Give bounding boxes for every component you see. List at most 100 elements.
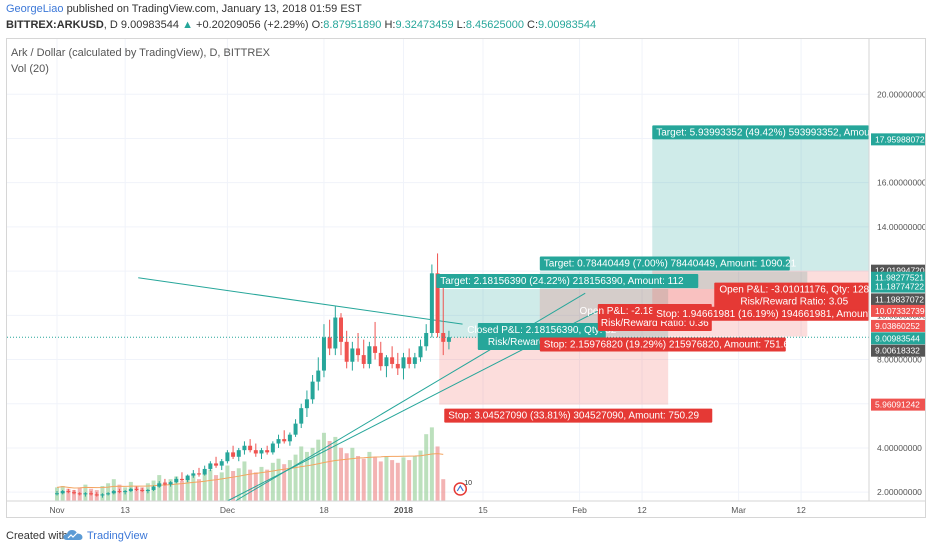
volume-bar [162, 481, 167, 501]
high-value: 9.32473459 [395, 19, 454, 31]
candle-body [140, 489, 145, 492]
tradingview-brand-link[interactable]: TradingView [87, 530, 148, 542]
volume-bar [356, 456, 361, 501]
candle-body [128, 488, 133, 492]
candle-body [356, 348, 361, 356]
chart-header: GeorgeLiao published on TradingView.com,… [0, 0, 932, 36]
volume-bar [344, 453, 349, 501]
price-tag-label: 12.01994720 [875, 266, 925, 276]
volume-bar [401, 457, 406, 501]
price-tag [871, 133, 925, 146]
y-tick-label: 4.00000000 [877, 443, 922, 453]
volume-bar [424, 434, 429, 501]
volume-bar [214, 475, 219, 501]
created-with-text: Created with [6, 530, 68, 542]
tradingview-cloud-icon[interactable] [63, 528, 83, 542]
candle-body [299, 408, 304, 424]
y-tick-label: 2.00000000 [877, 487, 922, 497]
candle-body [242, 445, 247, 451]
candle-body [89, 493, 94, 495]
candle-body [429, 273, 434, 333]
open-value: 8.87951890 [323, 19, 382, 31]
footer: Created with TradingView [0, 520, 932, 550]
candle-body [248, 445, 253, 451]
x-tick-label: 18 [319, 505, 329, 515]
last-price: 9.00983544 [120, 19, 180, 31]
volume-bar [373, 457, 378, 501]
position-1-target-label-box[interactable] [436, 274, 699, 289]
volume-legend[interactable]: Vol (20) [11, 63, 49, 75]
volume-bar [140, 487, 145, 501]
x-tick-label: Nov [49, 505, 65, 515]
symbol-label[interactable]: BITTREX:ARKUSD [6, 19, 104, 31]
price-tag [871, 332, 925, 345]
low-label: L: [456, 19, 466, 31]
price-tag-label: 11.19837072 [875, 294, 924, 304]
position-2-target-label-box[interactable] [539, 256, 790, 271]
volume-bar [418, 450, 423, 501]
candle-body [310, 381, 315, 400]
price-change: +0.20209056 (+2.29%) [196, 19, 309, 31]
y-tick-label: 20.00000000 [877, 89, 926, 99]
trendline-resistance[interactable] [138, 277, 463, 325]
candle-body [66, 491, 71, 493]
x-tick-label: 2018 [394, 505, 413, 515]
candle-body [236, 450, 241, 457]
volume-bar [441, 479, 446, 501]
candle-body [208, 463, 213, 469]
volume-bar [72, 490, 77, 501]
chart-canvas[interactable]: Target: 2.18156390 (24.22%) 218156390, A… [7, 39, 926, 518]
volume-bar [378, 461, 383, 501]
candle-body [219, 461, 224, 466]
series-legend-title[interactable]: Ark / Dollar (calculated by TradingView)… [11, 47, 270, 59]
chart-area[interactable]: Target: 2.18156390 (24.22%) 218156390, A… [6, 38, 926, 518]
candle-body [287, 434, 292, 442]
volume-bar [225, 465, 230, 501]
volume-bar [327, 441, 332, 501]
close-value: 9.00983544 [538, 19, 597, 31]
price-tag-label: 17.95988072 [875, 134, 925, 144]
position-3-pnl-box[interactable] [714, 282, 875, 310]
x-tick-label: Dec [220, 505, 236, 515]
volume-bar [270, 462, 275, 501]
position-1-target-label-text: Target: 2.18156390 (24.22%) 218156390, A… [440, 276, 684, 287]
candle-body [441, 333, 446, 342]
candle-body [327, 337, 332, 349]
candle-body [94, 494, 99, 496]
volume-bar [134, 486, 139, 501]
volume-bar [321, 432, 326, 501]
profit-zone[interactable] [652, 139, 910, 271]
price-tag [871, 280, 925, 293]
candle-body [435, 273, 440, 333]
high-label: H: [384, 19, 396, 31]
y-tick-label: 14.00000000 [877, 222, 926, 232]
x-tick-label: 13 [120, 505, 130, 515]
low-value: 8.45625000 [465, 19, 524, 31]
candle-body [179, 478, 184, 480]
position-2-pnl-text: Risk/Reward Ratio: 0.36 [601, 318, 709, 329]
candle-body [55, 493, 59, 495]
candle-body [77, 493, 82, 495]
position-3-target-label-text: Target: 5.93993352 (49.42%) 593993352, A… [656, 127, 895, 138]
publish-line: GeorgeLiao published on TradingView.com,… [6, 3, 362, 15]
position-2-stop-label-text: Stop: 2.15976820 (19.29%) 215976820, Amo… [544, 340, 795, 351]
candle-body [253, 450, 258, 454]
volume-bar [197, 479, 201, 501]
event-glyph [456, 484, 464, 492]
x-tick-label: 12 [796, 505, 806, 515]
position-3-stop-label-box[interactable] [652, 306, 869, 321]
volume-bar [242, 461, 247, 501]
y-tick-label: 16.00000000 [877, 178, 926, 188]
position-1-stop-label-box[interactable] [444, 408, 713, 423]
candle-body [231, 452, 236, 457]
volume-ma-line [56, 453, 444, 489]
ohlc-line: BITTREX:ARKUSD, D 9.00983544 ▲ +0.202090… [6, 19, 596, 31]
position-2-stop-label-box[interactable] [539, 337, 786, 352]
earnings-event-icon[interactable] [453, 482, 468, 496]
volume-bar [231, 471, 236, 501]
position-3-target-label-box[interactable] [652, 125, 869, 140]
y-tick-label: 8.00000000 [877, 355, 922, 365]
candle-body [185, 475, 190, 480]
author-link[interactable]: GeorgeLiao [6, 3, 64, 15]
price-tag-label: 9.03860252 [875, 321, 920, 331]
